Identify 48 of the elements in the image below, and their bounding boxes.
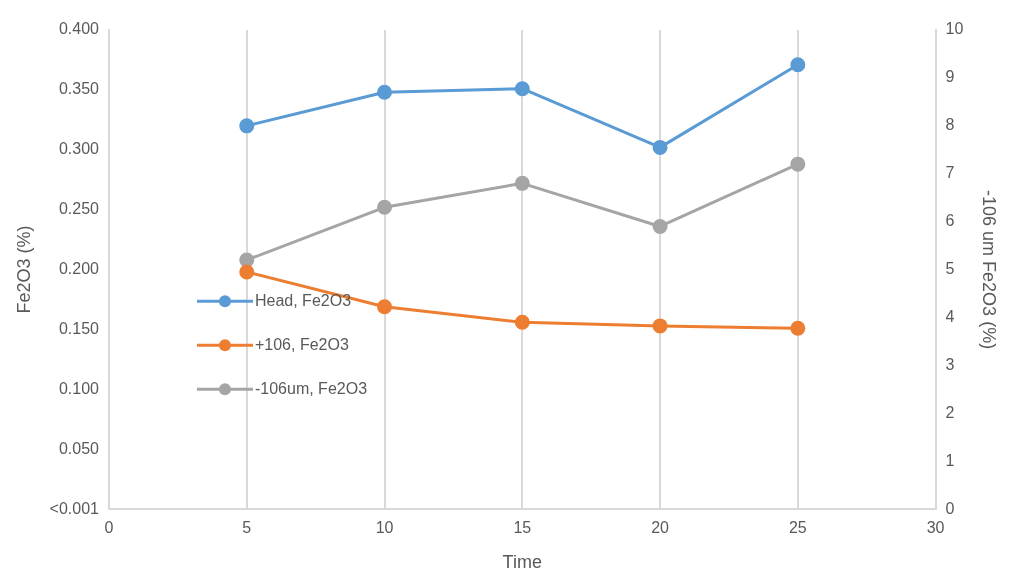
y-tick-label: <0.001: [49, 499, 100, 517]
point: [790, 57, 806, 73]
point: [239, 118, 255, 134]
point: [514, 314, 530, 330]
point: [377, 199, 393, 215]
y2-tick-label: 5: [945, 260, 955, 278]
point: [239, 252, 255, 268]
y2-tick-label: 4: [945, 307, 955, 325]
point: [652, 318, 668, 334]
point: [514, 81, 530, 97]
y2-tick-label: 7: [945, 164, 955, 182]
y2-tick-label: 10: [945, 20, 964, 38]
legend-label: Head, Fe2O3: [254, 291, 352, 309]
legend-label: -106um, Fe2O3: [254, 379, 368, 397]
x-tick-label: 20: [651, 519, 670, 537]
y-tick-label: 0.100: [58, 379, 100, 397]
y-tick-label: 0.350: [58, 80, 100, 98]
y2-tick-label: 0: [945, 499, 955, 517]
y-tick-label: 0.250: [58, 200, 100, 218]
legend-label: +106, Fe2O3: [254, 335, 349, 353]
y-tick-label: 0.300: [58, 140, 100, 158]
y2-tick-label: 3: [945, 355, 955, 373]
y2-tick-label: 8: [945, 116, 955, 134]
y2-tick-label: 1: [945, 451, 955, 469]
y2-axis-title: -106 um Fe2O3 (%): [979, 190, 1000, 350]
point: [514, 175, 530, 191]
y-tick-label: 0.200: [58, 260, 100, 278]
x-tick-label: 10: [375, 519, 394, 537]
y2-tick-label: 2: [945, 403, 955, 421]
y-tick-label: 0.050: [58, 439, 100, 457]
y-axis-title: Fe2O3 (%): [13, 225, 34, 314]
y2-tick-label: 6: [945, 212, 955, 230]
point: [790, 320, 806, 336]
point: [652, 139, 668, 155]
x-axis-title: Time: [502, 552, 542, 573]
point: [239, 264, 255, 280]
x-tick-label: 0: [104, 519, 114, 537]
point: [377, 299, 393, 315]
point: [790, 156, 806, 172]
y-tick-label: 0.400: [58, 20, 100, 38]
x-tick-label: 30: [926, 519, 945, 537]
y-tick-label: 0.150: [58, 319, 100, 337]
x-tick-label: 5: [242, 519, 252, 537]
point: [377, 84, 393, 100]
y2-tick-label: 9: [945, 68, 955, 86]
x-tick-label: 25: [788, 519, 807, 537]
x-tick-label: 15: [513, 519, 532, 537]
point: [652, 218, 668, 234]
